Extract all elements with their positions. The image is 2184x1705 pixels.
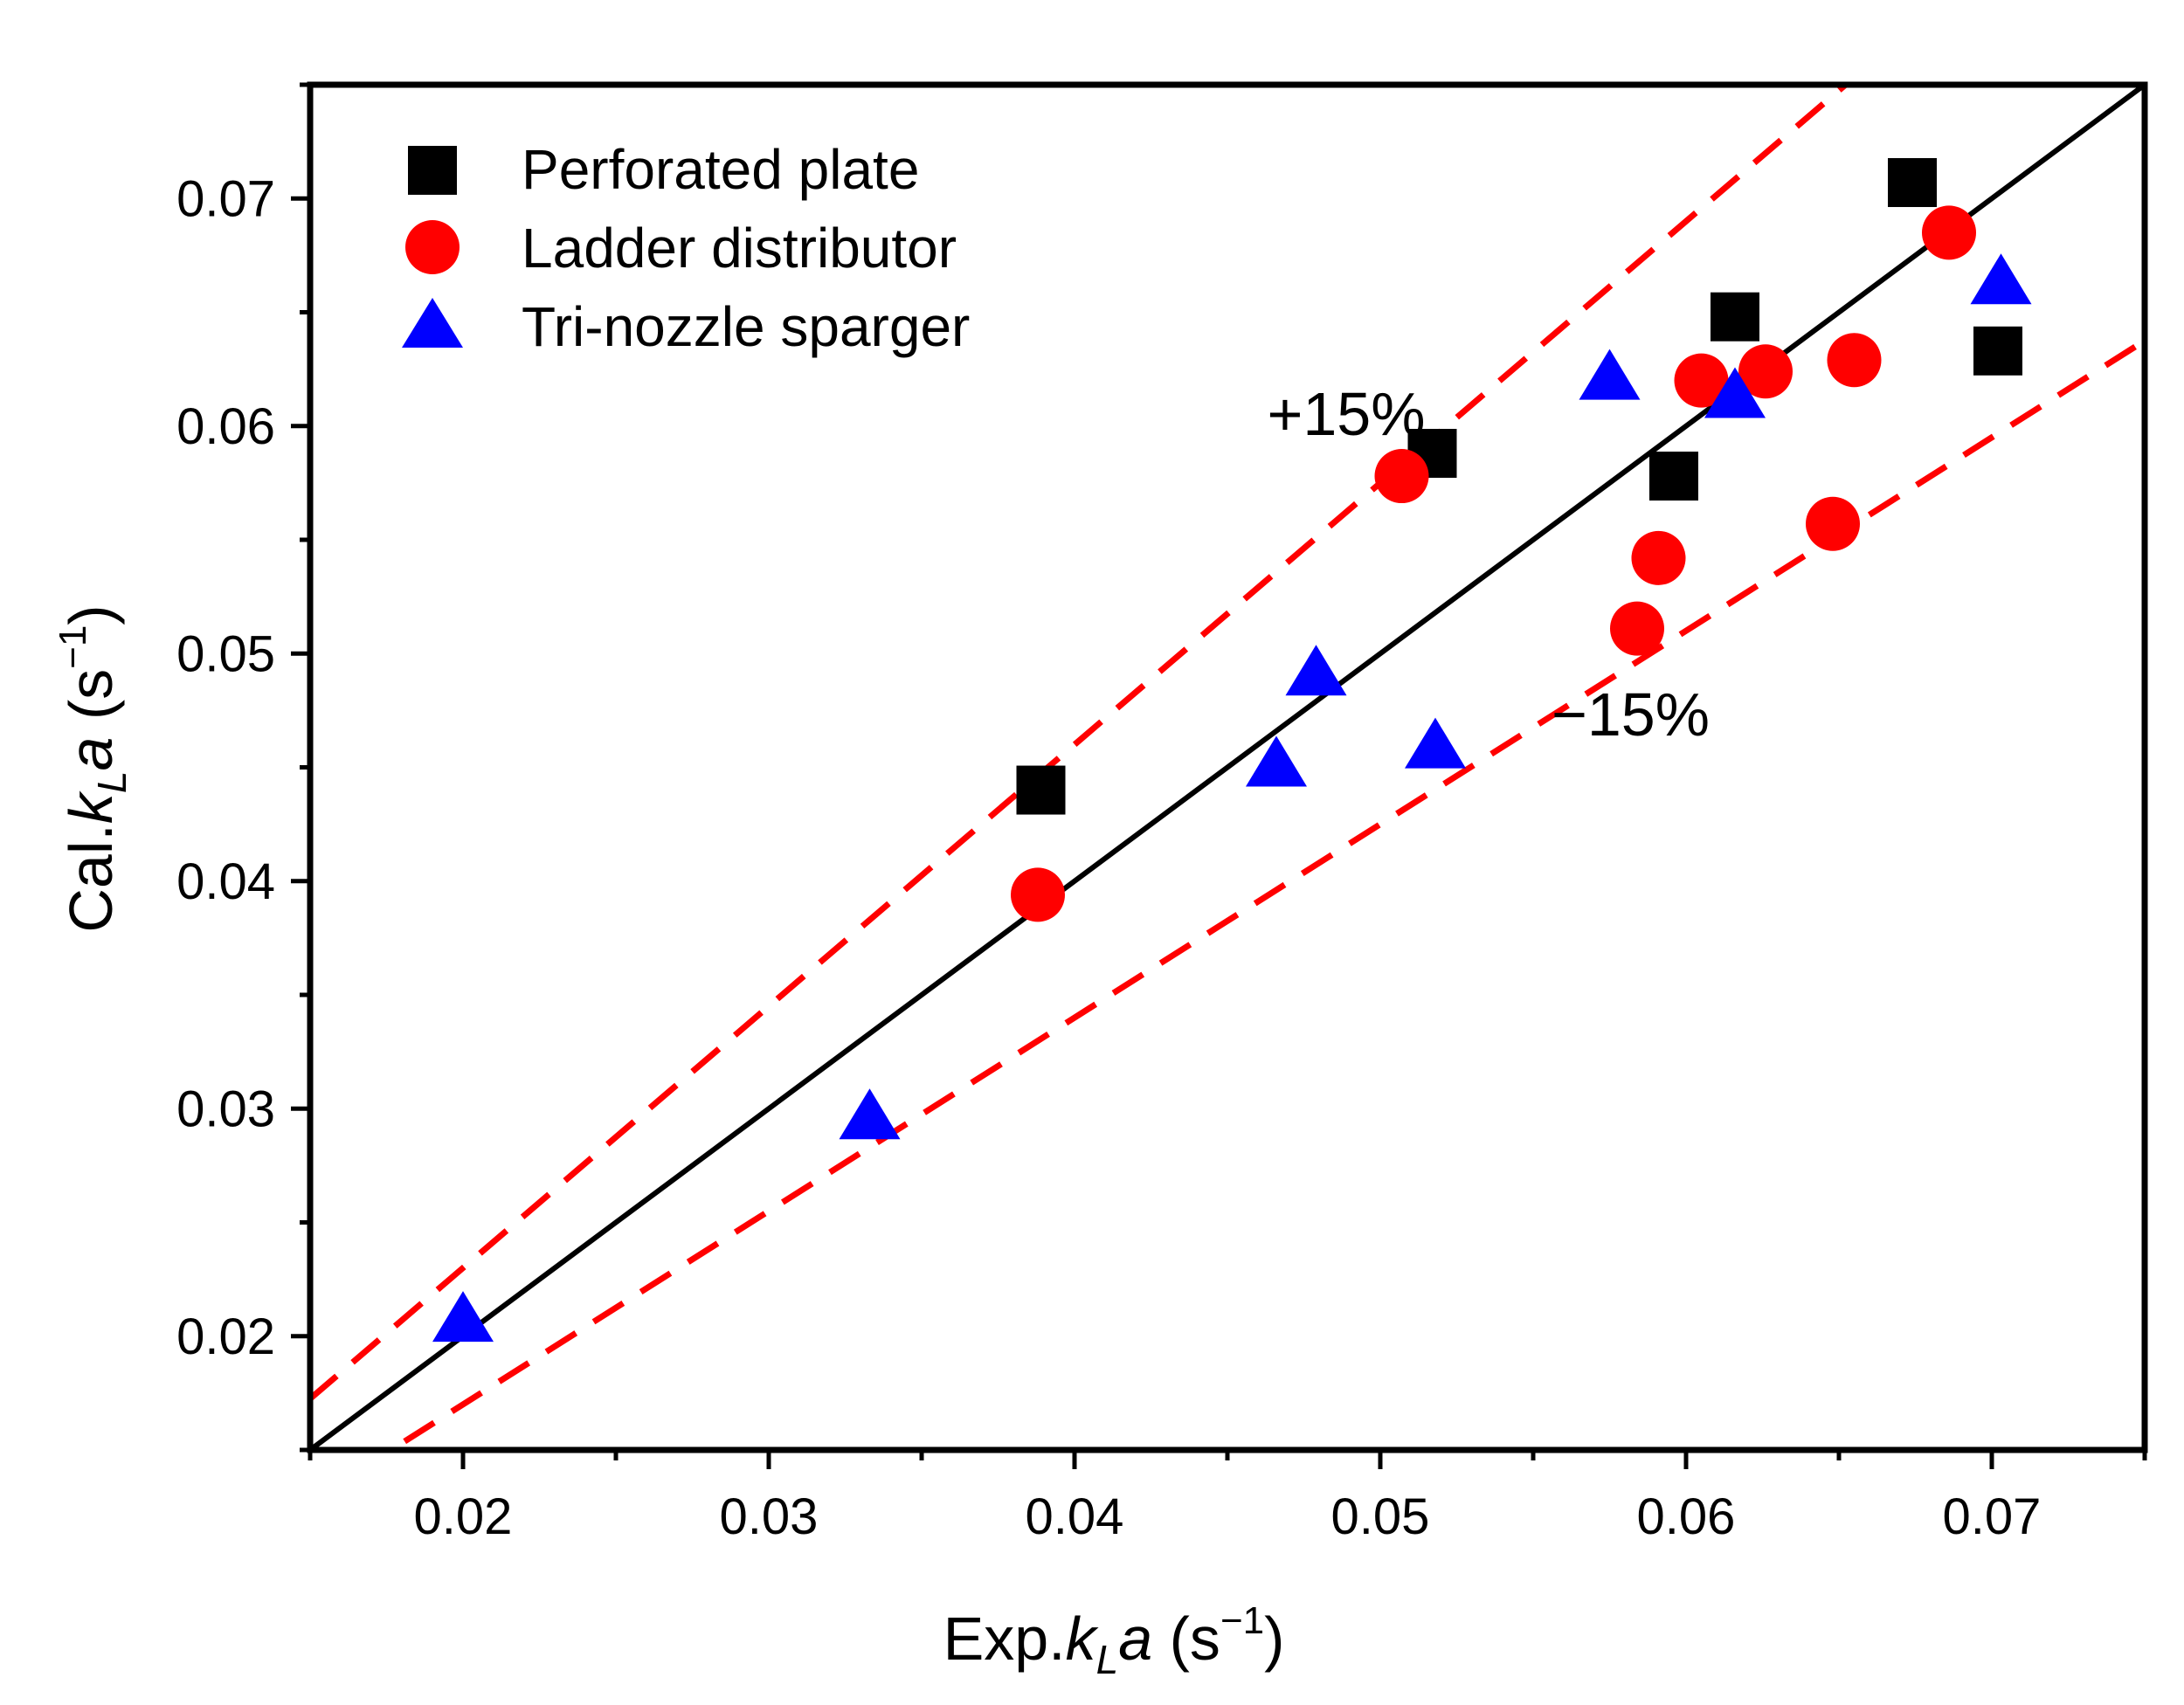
data-point-ladder-distributor [1011, 867, 1065, 922]
data-point-perforated-plate [1973, 326, 2022, 376]
reference-line-minus15% [385, 338, 2145, 1450]
data-point-tri-nozzle-sparger [1970, 253, 2032, 305]
data-point-ladder-distributor [1738, 344, 1793, 399]
data-point-perforated-plate [1711, 292, 1759, 342]
legend: Perforated plate Ladder distributor Tri-… [402, 138, 970, 358]
y-tick-label: 0.07 [176, 170, 275, 227]
y-tick-label: 0.02 [176, 1308, 275, 1365]
data-point-ladder-distributor [1674, 353, 1729, 408]
reference-line-plus15% [310, 85, 1850, 1402]
y-tick-label: 0.03 [176, 1080, 275, 1137]
axis-ticks [291, 82, 2147, 1469]
x-tick-label: 0.07 [1943, 1488, 2042, 1545]
data-markers [432, 158, 2032, 1343]
legend-circle-marker [405, 220, 460, 274]
data-point-tri-nozzle-sparger [1405, 717, 1466, 769]
annotation-minus-15: −15% [1552, 680, 1710, 749]
data-point-ladder-distributor [1922, 205, 1976, 260]
reference-line-parity [310, 85, 2145, 1450]
data-point-ladder-distributor [1610, 601, 1664, 656]
data-point-perforated-plate [1016, 765, 1066, 815]
data-point-tri-nozzle-sparger [1246, 735, 1307, 787]
x-tick-label: 0.03 [720, 1488, 819, 1545]
legend-label-ladder-distributor: Ladder distributor [522, 217, 957, 280]
x-tick-label: 0.04 [1026, 1488, 1124, 1545]
data-point-tri-nozzle-sparger [432, 1291, 494, 1343]
y-axis-title: Cal.kLa (s−1) [52, 604, 135, 932]
x-tick-label: 0.06 [1637, 1488, 1736, 1545]
legend-label-tri-nozzle-sparger: Tri-nozzle sparger [522, 295, 970, 358]
axis-tick-labels: 0.02 0.03 0.04 0.05 0.06 0.07 0.02 0.03 0.04 0.05… [176, 170, 2041, 1545]
y-tick-label: 0.04 [176, 853, 275, 910]
y-tick-label: 0.06 [176, 398, 275, 455]
x-tick-label: 0.05 [1331, 1488, 1430, 1545]
data-point-tri-nozzle-sparger [839, 1088, 901, 1140]
legend-square-marker [408, 146, 457, 195]
data-point-perforated-plate [1649, 452, 1698, 501]
data-point-ladder-distributor [1374, 449, 1429, 504]
x-axis-title: Exp.kLa (s−1) [943, 1599, 1285, 1682]
data-point-ladder-distributor [1827, 333, 1882, 388]
legend-label-perforated-plate: Perforated plate [522, 138, 919, 201]
data-point-ladder-distributor [1806, 496, 1860, 551]
data-point-ladder-distributor [1631, 530, 1686, 585]
legend-triangle-marker [402, 298, 463, 348]
annotations: +15% −15% [1268, 380, 1710, 749]
data-point-tri-nozzle-sparger [1285, 645, 1347, 696]
y-tick-label: 0.05 [176, 625, 275, 682]
data-point-perforated-plate [1888, 158, 1937, 208]
x-tick-label: 0.02 [414, 1488, 513, 1545]
data-point-tri-nozzle-sparger [1579, 349, 1641, 400]
annotation-plus-15: +15% [1268, 380, 1426, 448]
data-point-tri-nozzle-sparger [1704, 367, 1766, 418]
